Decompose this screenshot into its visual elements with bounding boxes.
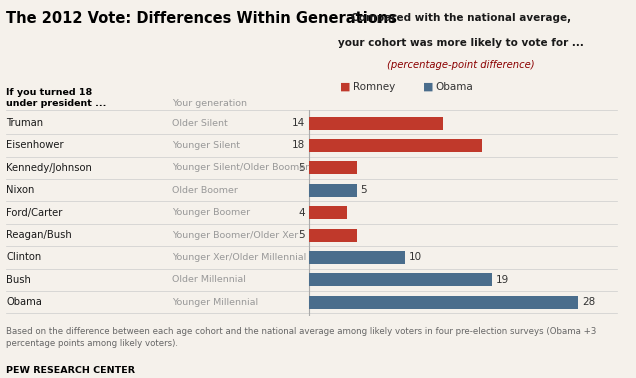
Text: Reagan/Bush: Reagan/Bush xyxy=(6,230,72,240)
Text: 28: 28 xyxy=(582,297,595,307)
Text: Kennedy/Johnson: Kennedy/Johnson xyxy=(6,163,92,173)
Text: If you turned 18
under president ...: If you turned 18 under president ... xyxy=(6,88,107,108)
Text: The 2012 Vote: Differences Within Generations: The 2012 Vote: Differences Within Genera… xyxy=(6,11,398,26)
Bar xyxy=(308,296,578,309)
Text: Compared with the national average,: Compared with the national average, xyxy=(351,13,571,23)
Bar xyxy=(308,116,443,130)
Text: Younger Boomer/Older Xer: Younger Boomer/Older Xer xyxy=(172,231,298,240)
Text: Ford/Carter: Ford/Carter xyxy=(6,208,63,218)
Text: Obama: Obama xyxy=(436,82,473,92)
Text: Your generation: Your generation xyxy=(172,99,247,108)
Bar xyxy=(308,206,347,219)
Text: Bush: Bush xyxy=(6,275,31,285)
Bar xyxy=(308,273,492,286)
Text: 5: 5 xyxy=(298,163,305,173)
Bar xyxy=(308,251,405,264)
Text: 4: 4 xyxy=(298,208,305,218)
Text: Older Boomer: Older Boomer xyxy=(172,186,238,195)
Text: (percentage-point difference): (percentage-point difference) xyxy=(387,60,535,70)
Bar xyxy=(308,229,357,242)
Text: Younger Xer/Older Millennial: Younger Xer/Older Millennial xyxy=(172,253,306,262)
Text: ■: ■ xyxy=(423,82,434,92)
Text: Younger Millennial: Younger Millennial xyxy=(172,298,258,307)
Text: PEW RESEARCH CENTER: PEW RESEARCH CENTER xyxy=(6,366,135,375)
Text: 10: 10 xyxy=(409,253,422,262)
Text: Older Millennial: Older Millennial xyxy=(172,275,245,284)
Text: 5: 5 xyxy=(298,230,305,240)
Text: Younger Silent: Younger Silent xyxy=(172,141,240,150)
Text: Older Silent: Older Silent xyxy=(172,119,228,127)
Text: Truman: Truman xyxy=(6,118,43,128)
Bar xyxy=(308,184,357,197)
Text: Nixon: Nixon xyxy=(6,185,35,195)
Text: Based on the difference between each age cohort and the national average among l: Based on the difference between each age… xyxy=(6,327,597,348)
Text: ■: ■ xyxy=(340,82,351,92)
Text: 14: 14 xyxy=(291,118,305,128)
Text: Obama: Obama xyxy=(6,297,42,307)
Text: your cohort was more likely to vote for ...: your cohort was more likely to vote for … xyxy=(338,38,584,48)
Text: 18: 18 xyxy=(291,141,305,150)
Text: 5: 5 xyxy=(361,185,367,195)
Text: Younger Silent/Older Boomer: Younger Silent/Older Boomer xyxy=(172,163,309,172)
Text: 19: 19 xyxy=(495,275,509,285)
Text: Younger Boomer: Younger Boomer xyxy=(172,208,250,217)
Text: Clinton: Clinton xyxy=(6,253,41,262)
Text: Eisenhower: Eisenhower xyxy=(6,141,64,150)
Bar xyxy=(308,161,357,174)
Text: Romney: Romney xyxy=(353,82,395,92)
Bar xyxy=(308,139,482,152)
